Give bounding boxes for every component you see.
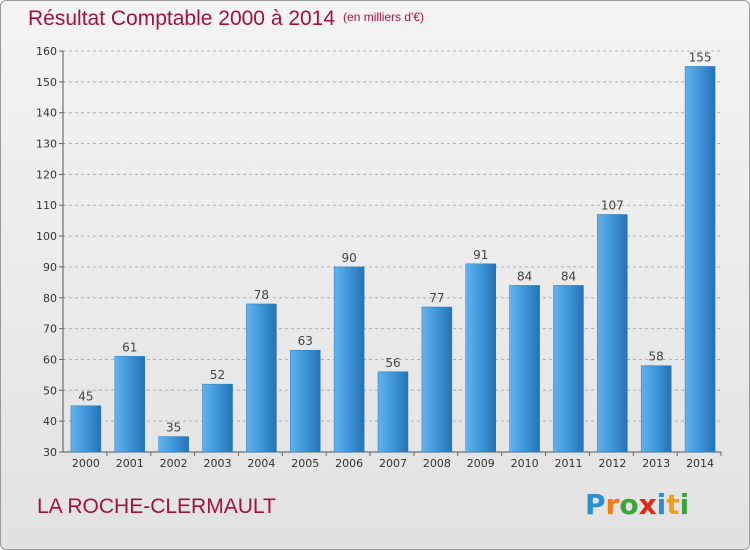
data-label: 58: [649, 350, 664, 364]
chart-title-text: Résultat Comptable 2000 à 2014: [28, 7, 336, 30]
data-label: 84: [517, 269, 532, 283]
data-label: 61: [122, 340, 137, 354]
bar: [114, 356, 146, 453]
data-label: 35: [166, 421, 181, 435]
bars: [70, 66, 716, 453]
x-tick-label: 2010: [511, 457, 539, 470]
chart-title: Résultat Comptable 2000 à 2014 (en millie…: [28, 7, 424, 31]
bar: [553, 285, 584, 453]
y-tick-label: 140: [36, 107, 57, 120]
x-tick-label: 2013: [642, 457, 670, 470]
data-label: 155: [689, 50, 712, 64]
data-label: 45: [78, 390, 93, 404]
chart-subtitle: (en milliers d'€): [343, 10, 425, 24]
x-tick-label: 2005: [291, 457, 319, 470]
bar: [465, 263, 496, 453]
y-tick-label: 30: [43, 446, 57, 459]
bar: [421, 306, 453, 453]
bar: [333, 266, 365, 453]
y-tick-label: 160: [36, 45, 57, 58]
x-tick-label: 2008: [423, 457, 451, 470]
bar: [597, 214, 628, 453]
logo-letter: r: [605, 488, 620, 521]
y-tick-label: 50: [43, 384, 57, 397]
data-label: 84: [561, 269, 576, 283]
data-label: 56: [385, 356, 400, 370]
bar: [640, 365, 672, 453]
y-tick-label: 150: [36, 76, 57, 89]
x-tick-label: 2012: [598, 457, 626, 470]
logo-letter: t: [666, 488, 680, 521]
data-label: 78: [254, 288, 269, 302]
data-label: 91: [473, 248, 488, 262]
data-label: 90: [341, 251, 356, 265]
labels: 30 40 50 60 70 80 90 100 110 120 130 140 150 160 45 200…: [36, 45, 714, 470]
logo-letter: i: [679, 488, 690, 521]
y-tick-label: 110: [36, 199, 57, 212]
y-tick-label: 60: [43, 353, 57, 366]
x-tick-label: 2007: [379, 457, 407, 470]
y-tick-label: 100: [36, 230, 57, 243]
bar: [509, 285, 540, 453]
x-tick-label: 2000: [72, 457, 100, 470]
x-tick-label: 2009: [467, 457, 495, 470]
bar: [684, 66, 716, 453]
logo-letter: P: [585, 488, 606, 521]
y-tick-label: 40: [43, 415, 57, 428]
y-tick-label: 80: [43, 292, 57, 305]
bar: [290, 349, 321, 453]
x-tick-label: 2014: [686, 457, 714, 470]
commune-name: LA ROCHE-CLERMAULT: [37, 495, 276, 518]
x-tick-label: 2001: [116, 457, 144, 470]
x-tick-label: 2006: [335, 457, 363, 470]
bar: [70, 405, 102, 453]
data-label: 107: [601, 198, 624, 212]
x-tick-label: 2003: [204, 457, 232, 470]
bar: [158, 436, 189, 453]
y-tick-label: 90: [43, 261, 57, 274]
logo-letter: i: [656, 488, 667, 521]
bar: [246, 303, 277, 453]
data-label: 52: [210, 368, 225, 382]
x-tick-label: 2004: [247, 457, 275, 470]
proxiti-logo[interactable]: Proxiti: [585, 488, 689, 521]
y-tick-label: 70: [43, 323, 57, 336]
data-label: 77: [429, 291, 444, 305]
bar: [377, 371, 409, 453]
x-tick-label: 2011: [554, 457, 582, 470]
x-tick-label: 2002: [160, 457, 188, 470]
logo-letter: x: [638, 488, 657, 521]
logo-letter: o: [619, 488, 639, 521]
bar: [202, 383, 233, 453]
data-label: 63: [298, 334, 313, 348]
y-tick-label: 120: [36, 168, 57, 181]
y-tick-label: 130: [36, 138, 57, 151]
